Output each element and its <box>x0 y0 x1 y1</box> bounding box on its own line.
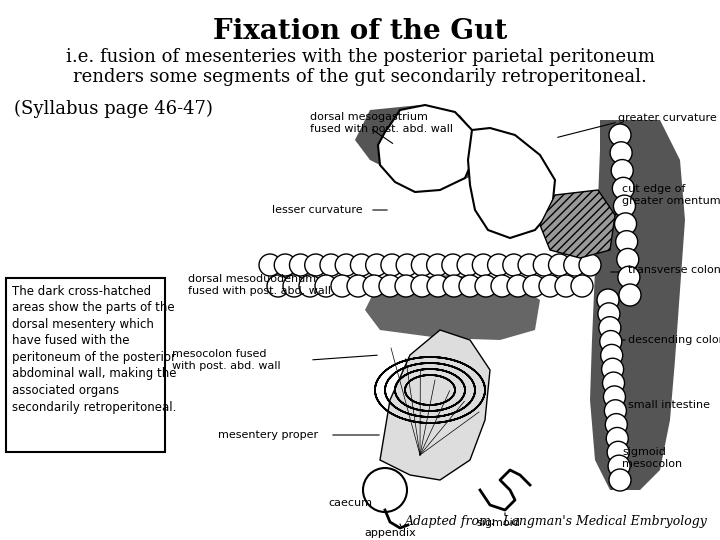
Circle shape <box>615 213 636 235</box>
Text: i.e. fusion of mesenteries with the posterior parietal peritoneum: i.e. fusion of mesenteries with the post… <box>66 48 654 66</box>
Text: (Syllabus page 46-47): (Syllabus page 46-47) <box>14 100 213 118</box>
Text: descending colon: descending colon <box>628 335 720 345</box>
Circle shape <box>600 345 623 366</box>
Circle shape <box>443 275 465 297</box>
Circle shape <box>363 275 385 297</box>
Text: transverse colon: transverse colon <box>628 265 720 275</box>
Circle shape <box>347 275 369 297</box>
Circle shape <box>617 248 639 271</box>
Circle shape <box>602 358 624 380</box>
Circle shape <box>609 124 631 146</box>
Circle shape <box>427 275 449 297</box>
Circle shape <box>274 254 296 276</box>
Polygon shape <box>355 105 480 185</box>
Circle shape <box>555 275 577 297</box>
Text: dorsal mesogastrium
fused with post. abd. wall: dorsal mesogastrium fused with post. abd… <box>310 112 453 133</box>
Circle shape <box>351 254 372 276</box>
Circle shape <box>487 254 510 276</box>
Circle shape <box>442 254 464 276</box>
Circle shape <box>571 275 593 297</box>
Circle shape <box>472 254 495 276</box>
Circle shape <box>611 159 633 181</box>
Circle shape <box>320 254 342 276</box>
Circle shape <box>564 254 586 276</box>
Circle shape <box>507 275 529 297</box>
Circle shape <box>607 441 629 463</box>
Text: lesser curvature: lesser curvature <box>272 205 363 215</box>
Circle shape <box>606 414 627 436</box>
Circle shape <box>315 275 337 297</box>
Circle shape <box>604 400 626 422</box>
Circle shape <box>331 275 353 297</box>
Polygon shape <box>540 190 615 258</box>
FancyBboxPatch shape <box>6 278 165 452</box>
Polygon shape <box>590 120 685 490</box>
Text: sigmoid: sigmoid <box>476 518 520 528</box>
Circle shape <box>289 254 312 276</box>
Text: Fixation of the Gut: Fixation of the Gut <box>213 18 507 45</box>
Circle shape <box>411 275 433 297</box>
Circle shape <box>618 266 640 288</box>
Circle shape <box>608 455 630 477</box>
Text: sigmoid
mesocolon: sigmoid mesocolon <box>622 447 682 469</box>
Circle shape <box>600 330 622 353</box>
Circle shape <box>457 254 479 276</box>
Circle shape <box>427 254 449 276</box>
Circle shape <box>381 254 403 276</box>
Circle shape <box>336 254 357 276</box>
Circle shape <box>534 254 555 276</box>
Circle shape <box>619 284 641 306</box>
Circle shape <box>299 275 321 297</box>
Text: mesocolon fused
with post. abd. wall: mesocolon fused with post. abd. wall <box>172 349 281 371</box>
Circle shape <box>363 468 407 512</box>
Circle shape <box>475 275 497 297</box>
Circle shape <box>305 254 327 276</box>
Circle shape <box>459 275 481 297</box>
Circle shape <box>267 275 289 297</box>
Circle shape <box>518 254 540 276</box>
Circle shape <box>610 142 632 164</box>
Circle shape <box>598 303 620 325</box>
Text: dorsal mesoduodenum
fused with post. abd. wall: dorsal mesoduodenum fused with post. abd… <box>188 274 331 296</box>
Circle shape <box>396 254 418 276</box>
Text: The dark cross-hatched
areas show the parts of the
dorsal mesentery which
have f: The dark cross-hatched areas show the pa… <box>12 285 176 414</box>
Text: mesentery proper: mesentery proper <box>218 430 318 440</box>
Text: greater curvature: greater curvature <box>618 113 716 123</box>
Text: cut edge of
greater omentum: cut edge of greater omentum <box>622 184 720 206</box>
Circle shape <box>539 275 561 297</box>
Circle shape <box>259 254 281 276</box>
Circle shape <box>503 254 525 276</box>
Circle shape <box>613 195 636 217</box>
Polygon shape <box>365 275 540 340</box>
Circle shape <box>603 372 624 394</box>
Circle shape <box>609 469 631 491</box>
Text: appendix: appendix <box>364 528 416 538</box>
Circle shape <box>612 177 634 199</box>
Circle shape <box>599 316 621 339</box>
Polygon shape <box>378 105 475 192</box>
Circle shape <box>366 254 387 276</box>
Text: caecum: caecum <box>328 498 372 508</box>
Circle shape <box>603 386 626 408</box>
Circle shape <box>549 254 570 276</box>
Polygon shape <box>468 128 555 238</box>
Circle shape <box>379 275 401 297</box>
Circle shape <box>616 231 638 253</box>
Circle shape <box>283 275 305 297</box>
Circle shape <box>491 275 513 297</box>
Text: small intestine: small intestine <box>628 400 710 410</box>
Text: renders some segments of the gut secondarily retroperitoneal.: renders some segments of the gut seconda… <box>73 68 647 86</box>
Circle shape <box>606 428 629 449</box>
Circle shape <box>579 254 601 276</box>
Circle shape <box>411 254 433 276</box>
Circle shape <box>523 275 545 297</box>
Circle shape <box>395 275 417 297</box>
Text: Adapted from:  Langman's Medical Embryology: Adapted from: Langman's Medical Embryolo… <box>405 515 708 528</box>
Polygon shape <box>380 330 490 480</box>
Circle shape <box>597 289 619 311</box>
